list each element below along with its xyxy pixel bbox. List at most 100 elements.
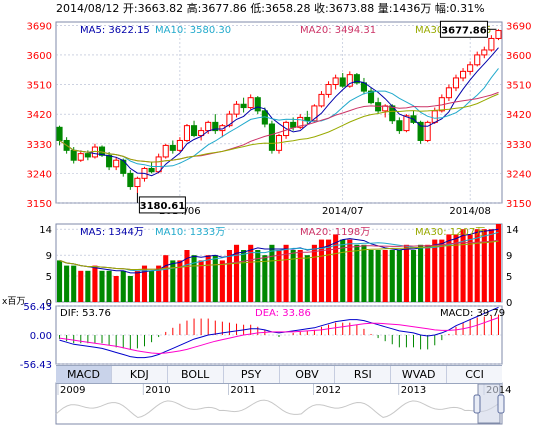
volume-bar bbox=[163, 255, 169, 302]
volume-bar bbox=[311, 244, 317, 302]
navigator-year-label: 2012 bbox=[316, 385, 341, 396]
tab-macd[interactable]: MACD bbox=[56, 366, 112, 383]
navigator-handle-left[interactable] bbox=[473, 394, 481, 414]
candle bbox=[155, 156, 162, 173]
quote-low: 低:3658.28 bbox=[250, 2, 311, 15]
volume-bar bbox=[219, 260, 225, 302]
tab-obv[interactable]: OBV bbox=[280, 366, 336, 383]
candle bbox=[332, 77, 339, 86]
tab-rsi[interactable]: RSI bbox=[335, 366, 392, 383]
price-tick-right: 3420 bbox=[506, 110, 531, 121]
candle bbox=[134, 177, 141, 188]
volume-bar bbox=[283, 244, 289, 302]
quote-volume: 量:1436万 bbox=[377, 2, 432, 15]
candle bbox=[198, 130, 205, 137]
candle bbox=[318, 93, 325, 107]
candle bbox=[297, 116, 304, 128]
price-tick-right: 3150 bbox=[506, 199, 531, 210]
quote-close: 收:3673.88 bbox=[314, 2, 375, 15]
candle bbox=[176, 139, 183, 151]
volume-bar bbox=[495, 224, 502, 302]
volume-bar bbox=[92, 265, 98, 302]
volume-bar bbox=[226, 250, 232, 302]
macd-tick: -56.43 bbox=[20, 360, 52, 371]
volume-bar bbox=[410, 250, 417, 302]
candle bbox=[339, 77, 346, 87]
volume-bar bbox=[212, 255, 218, 302]
candle bbox=[127, 172, 134, 188]
volume-bar bbox=[304, 255, 310, 302]
volume-bar bbox=[64, 265, 70, 302]
navigator-range-selector[interactable] bbox=[477, 383, 501, 424]
candle bbox=[148, 167, 155, 173]
price-tick-left: 3420 bbox=[27, 110, 52, 121]
candle bbox=[346, 74, 353, 87]
tab-psy[interactable]: PSY bbox=[224, 366, 280, 383]
volume-bar bbox=[170, 260, 176, 302]
volume-legend-ma20: MA20: 1198万 bbox=[300, 227, 370, 238]
volume-bar bbox=[156, 265, 162, 302]
candle bbox=[431, 110, 438, 123]
volume-bar bbox=[403, 244, 409, 302]
candle bbox=[190, 125, 198, 137]
tab-boll[interactable]: BOLL bbox=[168, 366, 224, 383]
volume-bar bbox=[439, 239, 445, 302]
ma10-line bbox=[59, 68, 499, 167]
volume-bar bbox=[474, 229, 480, 302]
candle bbox=[84, 153, 91, 158]
volume-bar bbox=[460, 229, 466, 302]
volume-bar bbox=[85, 270, 91, 302]
candle bbox=[205, 121, 212, 132]
candle bbox=[403, 115, 410, 132]
candle bbox=[467, 64, 474, 72]
volume-bar bbox=[78, 270, 84, 302]
volume-bar bbox=[113, 276, 119, 302]
volume-bar bbox=[368, 250, 374, 302]
volume-bar bbox=[354, 244, 360, 302]
volume-bar bbox=[120, 270, 126, 302]
candle bbox=[375, 102, 382, 112]
volume-bar bbox=[481, 229, 487, 302]
macd-tick: 0.00 bbox=[30, 331, 52, 342]
macd-legend-macd: MACD: 39.79 bbox=[440, 308, 505, 319]
candle bbox=[445, 87, 452, 99]
volume-tick-right: 9 bbox=[506, 251, 512, 262]
volume-bar bbox=[106, 270, 112, 302]
volume-bar bbox=[99, 270, 105, 302]
price-tick-right: 3510 bbox=[506, 81, 531, 92]
volume-bar bbox=[184, 250, 190, 302]
candle bbox=[183, 125, 191, 141]
volume-bar bbox=[248, 244, 254, 302]
candle bbox=[460, 70, 467, 79]
candle bbox=[474, 54, 481, 66]
date-tick: 2014/08 bbox=[449, 206, 491, 217]
volume-bar bbox=[233, 244, 240, 302]
volume-bar bbox=[191, 255, 197, 302]
candle bbox=[240, 103, 247, 109]
candle bbox=[219, 125, 226, 132]
volume-bar bbox=[340, 239, 346, 302]
quote-header: 2014/08/12 开:3663.82 高:3677.86 低:3658.28… bbox=[56, 0, 485, 16]
candle bbox=[481, 49, 488, 56]
quote-open: 开:3663.82 bbox=[122, 2, 184, 15]
dif-line bbox=[59, 306, 499, 359]
candle bbox=[106, 154, 113, 168]
tab-cci[interactable]: CCI bbox=[465, 368, 484, 381]
volume-bar bbox=[134, 270, 140, 302]
candle bbox=[70, 149, 77, 161]
candle bbox=[325, 84, 332, 95]
volume-bar bbox=[290, 250, 296, 302]
date-tick: 2014/07 bbox=[322, 206, 364, 217]
dea-line bbox=[59, 317, 499, 355]
macd-unit-label: x百万 bbox=[2, 296, 25, 307]
volume-ma30-line bbox=[59, 240, 499, 271]
low-label-box bbox=[138, 196, 186, 214]
candle bbox=[353, 74, 360, 84]
tab-wvad[interactable]: WVAD bbox=[391, 366, 448, 383]
candle bbox=[233, 103, 240, 115]
volume-bar bbox=[375, 250, 381, 302]
tab-kdj[interactable]: KDJ bbox=[112, 366, 168, 383]
volume-tick-right: 5 bbox=[506, 272, 512, 283]
navigator-handle-right[interactable] bbox=[497, 394, 505, 414]
